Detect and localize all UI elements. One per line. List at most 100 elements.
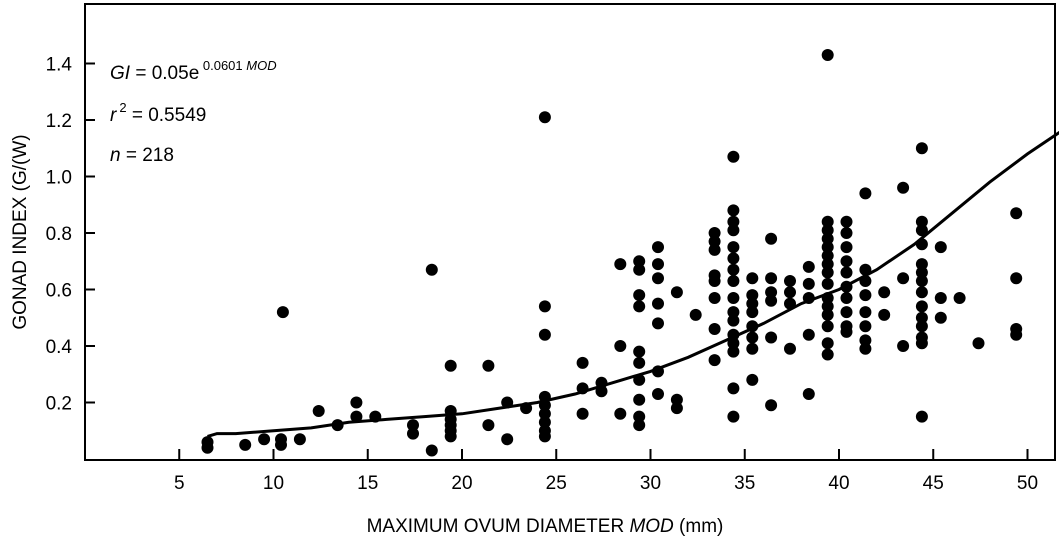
x-tick-label: 45: [923, 473, 944, 494]
y-axis-title: GONAD INDEX (G/(W): [10, 134, 31, 329]
data-point: [576, 356, 589, 369]
data-point: [727, 224, 740, 237]
equation-exponent-var: MOD: [246, 58, 276, 73]
data-point: [746, 289, 759, 302]
x-axis-title-italic: MOD: [629, 516, 674, 537]
data-point: [633, 356, 646, 369]
r-squared-value: = 0.5549: [127, 105, 207, 126]
data-point: [350, 410, 363, 423]
data-point: [727, 215, 740, 228]
data-point: [878, 308, 891, 321]
data-point: [897, 181, 910, 194]
n-var: n: [110, 145, 121, 166]
data-point: [538, 416, 551, 429]
data-point: [633, 393, 646, 406]
y-tick-label: 0.2: [46, 394, 72, 415]
data-point: [821, 224, 834, 237]
data-point: [652, 258, 664, 271]
data-point: [727, 263, 740, 276]
x-axis-title-main: MAXIMUM OVUM DIAMETER: [367, 516, 630, 537]
data-point: [915, 238, 928, 251]
data-point: [765, 286, 778, 299]
data-point: [915, 275, 928, 287]
data-point: [633, 419, 646, 432]
data-point: [538, 430, 551, 443]
data-point: [727, 410, 740, 423]
data-point: [633, 345, 646, 358]
data-point: [614, 258, 627, 271]
data-point: [727, 382, 740, 395]
data-point: [859, 306, 872, 319]
data-point: [746, 320, 759, 333]
data-point: [746, 297, 759, 310]
data-point: [859, 275, 872, 287]
data-point: [708, 227, 721, 239]
data-point: [765, 399, 778, 412]
data-point: [258, 433, 271, 446]
data-point: [765, 272, 778, 285]
x-axis-ticks: 510152025303540455055: [174, 449, 1038, 494]
data-point: [840, 280, 853, 293]
data-point: [840, 292, 853, 304]
data-point: [727, 345, 740, 358]
data-point: [915, 266, 928, 279]
n-annotation: n = 218: [110, 145, 174, 166]
data-point: [727, 150, 740, 163]
data-point: [482, 359, 495, 372]
data-point: [727, 337, 740, 350]
data-point: [821, 292, 834, 304]
r-squared-var: r: [110, 105, 117, 126]
data-point: [840, 215, 853, 228]
data-point: [765, 232, 778, 245]
data-point: [915, 320, 928, 333]
data-point: [633, 410, 646, 423]
data-point: [821, 300, 834, 313]
data-point: [614, 340, 627, 352]
data-point: [689, 308, 702, 321]
data-point: [444, 405, 457, 417]
data-point: [482, 419, 495, 432]
data-point: [727, 241, 740, 254]
x-tick-label: 5: [174, 473, 185, 494]
data-point: [652, 272, 664, 285]
data-point: [821, 249, 834, 262]
data-point: [915, 215, 928, 228]
data-point: [275, 438, 287, 451]
data-point: [670, 393, 683, 406]
data-point: [821, 277, 834, 290]
data-point: [821, 241, 834, 254]
data-point: [407, 427, 419, 440]
data-point: [821, 232, 834, 245]
x-tick-label: 50: [1017, 473, 1038, 494]
data-point: [708, 235, 721, 248]
data-point: [915, 311, 928, 324]
x-tick-label: 25: [546, 473, 567, 494]
data-point: [652, 297, 664, 310]
data-point: [972, 337, 985, 350]
data-point: [576, 382, 589, 395]
x-tick-label: 40: [828, 473, 849, 494]
data-point: [595, 385, 608, 398]
data-point: [784, 342, 796, 355]
data-point: [802, 388, 815, 400]
data-point: [708, 292, 721, 304]
data-point: [727, 314, 740, 327]
equation-lhs: GI: [110, 63, 131, 84]
data-point: [897, 340, 910, 352]
data-point: [595, 376, 608, 389]
data-point: [708, 275, 721, 287]
y-tick-label: 0.6: [46, 281, 72, 302]
data-point: [953, 292, 966, 304]
data-point: [784, 297, 796, 310]
y-axis-ticks: 0.2 0.4 0.6 0.8 1.0 1.2 1.4: [46, 55, 95, 415]
data-point: [538, 111, 551, 124]
data-point: [201, 441, 214, 454]
data-point: [425, 444, 438, 457]
data-point: [407, 419, 419, 432]
data-point: [784, 286, 796, 299]
data-point: [369, 410, 382, 423]
y-tick-label: 0.4: [46, 337, 73, 358]
data-point: [633, 255, 646, 268]
data-point: [840, 306, 853, 319]
